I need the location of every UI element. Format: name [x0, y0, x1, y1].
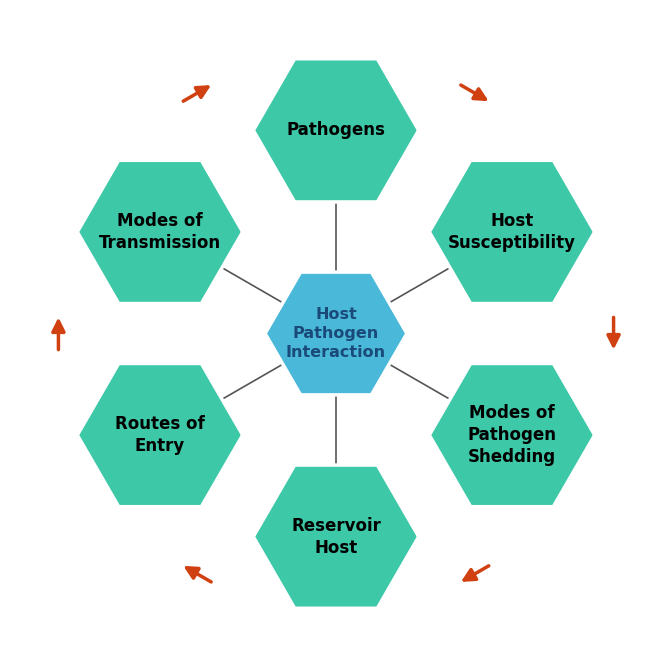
Text: Host
Pathogen
Interaction: Host Pathogen Interaction [286, 307, 386, 360]
Polygon shape [77, 160, 243, 303]
Polygon shape [429, 364, 595, 507]
Text: Host
Susceptibility: Host Susceptibility [448, 212, 576, 252]
Polygon shape [77, 364, 243, 507]
Polygon shape [429, 160, 595, 303]
Text: Pathogens: Pathogens [286, 121, 386, 139]
Text: Reservoir
Host: Reservoir Host [291, 516, 381, 557]
Text: Modes of
Transmission: Modes of Transmission [99, 212, 221, 252]
Polygon shape [253, 59, 419, 202]
Polygon shape [265, 272, 407, 395]
Text: Routes of
Entry: Routes of Entry [115, 415, 205, 455]
Polygon shape [253, 465, 419, 608]
Text: Modes of
Pathogen
Shedding: Modes of Pathogen Shedding [468, 404, 556, 466]
